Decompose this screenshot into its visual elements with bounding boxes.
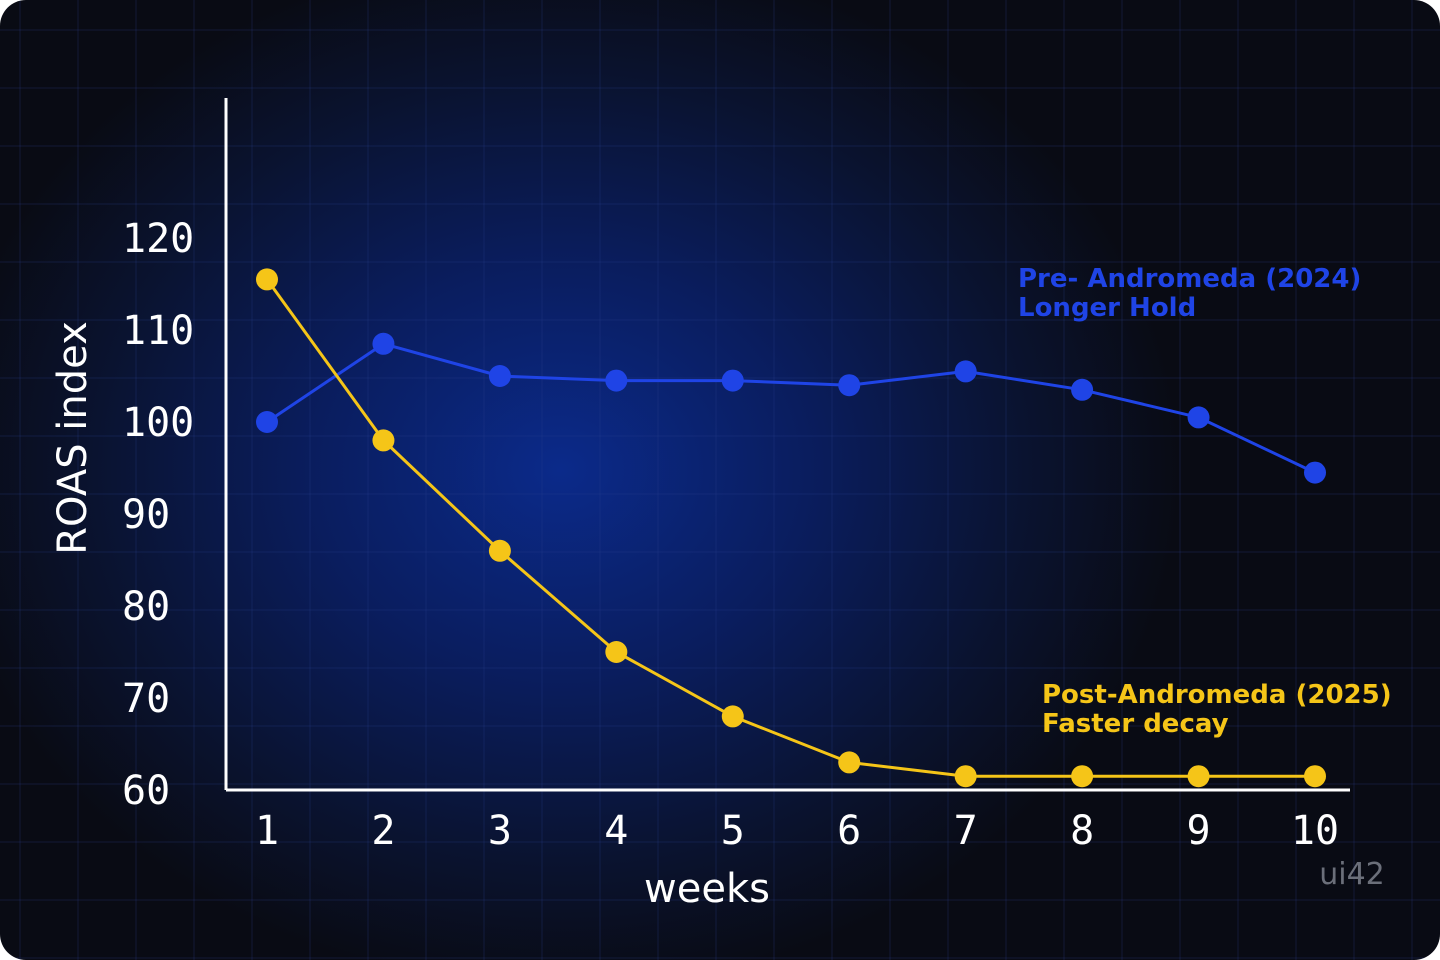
data-point xyxy=(1304,461,1326,484)
series-post-andromeda xyxy=(256,268,1326,788)
series-line xyxy=(266,342,1316,474)
data-point xyxy=(1187,765,1210,788)
x-tick-label: 3 xyxy=(488,808,512,854)
x-tick-label: 6 xyxy=(837,808,861,854)
y-tick-label: 100 xyxy=(122,400,194,446)
y-tick-labels: 60 70 80 90 100 110 120 xyxy=(122,216,194,814)
x-tick-label: 9 xyxy=(1187,808,1211,854)
series-layer xyxy=(256,268,1326,788)
legend-annotation-post: Post-Andromeda (2025) Faster decay xyxy=(1042,680,1392,739)
data-point xyxy=(1187,406,1210,429)
data-point xyxy=(838,374,861,397)
data-point xyxy=(954,360,977,383)
x-tick-label: 8 xyxy=(1070,808,1094,854)
y-axis-title: ROAS index xyxy=(50,321,96,554)
annotation-pre-line2: Longer Hold xyxy=(1018,293,1196,323)
data-point xyxy=(256,411,278,433)
data-point xyxy=(954,765,977,788)
x-tick-label: 7 xyxy=(954,808,978,854)
y-tick-label: 80 xyxy=(122,584,170,630)
x-tick-label: 1 xyxy=(255,808,279,854)
x-tick-labels: 1 2 3 4 5 6 7 8 9 10 xyxy=(255,808,1339,854)
annotation-pre-line1: Pre- Andromeda (2024) xyxy=(1018,264,1361,294)
data-point xyxy=(721,705,744,728)
annotation-post-line2: Faster decay xyxy=(1042,709,1229,739)
data-point xyxy=(1071,378,1094,401)
x-tick-label: 2 xyxy=(371,808,395,854)
series-pre-andromeda xyxy=(256,332,1326,484)
x-axis-title: weeks xyxy=(644,866,770,912)
series-line xyxy=(265,278,1315,778)
y-tick-label: 70 xyxy=(122,676,170,722)
x-tick-label: 4 xyxy=(604,808,628,854)
y-tick-label: 90 xyxy=(122,492,170,538)
x-tick-label: 5 xyxy=(721,808,745,854)
y-tick-label: 60 xyxy=(122,768,170,814)
data-point xyxy=(605,641,628,663)
y-tick-label: 110 xyxy=(122,308,194,354)
data-point xyxy=(838,751,861,774)
axes xyxy=(224,98,1350,792)
data-point xyxy=(256,268,278,291)
data-point xyxy=(372,332,395,355)
data-point xyxy=(1304,765,1326,788)
data-point xyxy=(488,365,511,387)
data-point xyxy=(1071,765,1094,788)
data-point xyxy=(605,369,628,392)
legend-annotation-pre: Pre- Andromeda (2024) Longer Hold xyxy=(1018,264,1361,323)
y-tick-label: 120 xyxy=(122,216,194,262)
annotation-post-line1: Post-Andromeda (2025) xyxy=(1042,680,1392,710)
x-tick-label: 10 xyxy=(1291,808,1339,854)
watermark-logo: ui42 xyxy=(1319,857,1385,892)
data-point xyxy=(721,369,744,392)
data-point xyxy=(372,429,395,452)
data-point xyxy=(488,539,511,562)
